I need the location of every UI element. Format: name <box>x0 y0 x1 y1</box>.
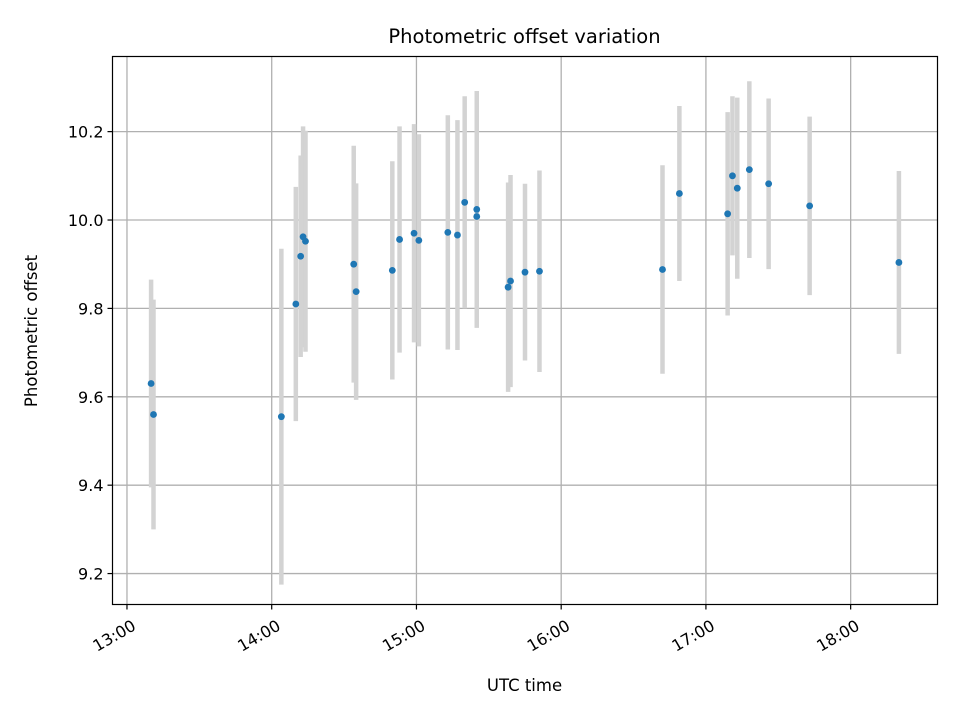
y-tick-label: 10.0 <box>68 211 104 230</box>
data-point <box>396 236 403 243</box>
data-point <box>352 288 360 296</box>
y-axis-label: Photometric offset <box>22 254 41 407</box>
data-point <box>302 237 309 245</box>
data-point <box>461 198 469 206</box>
y-tick-label: 10.2 <box>68 123 104 142</box>
data-point <box>350 260 358 268</box>
data-point <box>444 228 452 236</box>
y-tick-label: 9.8 <box>78 299 103 318</box>
data-point <box>659 266 666 273</box>
data-point <box>410 229 418 237</box>
data-point <box>277 413 285 421</box>
data-point <box>895 259 903 266</box>
data-point <box>765 180 773 188</box>
data-point <box>150 411 157 418</box>
y-tick-label: 9.2 <box>78 565 103 584</box>
data-point <box>521 268 529 276</box>
x-axis-label: UTC time <box>487 676 562 695</box>
data-point <box>388 266 396 274</box>
data-point <box>297 252 305 260</box>
data-point <box>806 202 814 210</box>
data-point <box>415 236 423 244</box>
data-point <box>745 166 753 174</box>
data-point <box>724 210 732 218</box>
data-point <box>675 190 683 197</box>
y-tick-label: 9.4 <box>78 476 103 495</box>
data-point <box>729 172 736 180</box>
plot-frame <box>111 55 939 606</box>
data-points <box>147 166 903 421</box>
data-point <box>292 300 300 308</box>
data-point <box>147 380 155 387</box>
data-point <box>507 277 514 285</box>
data-point <box>504 283 512 291</box>
data-point <box>733 184 741 192</box>
grid-lines <box>112 56 938 605</box>
y-tick-label: 9.6 <box>78 388 103 407</box>
chart-title: Photometric offset variation <box>388 25 660 48</box>
data-point <box>536 267 543 275</box>
data-point <box>473 213 481 220</box>
data-point <box>454 231 461 239</box>
data-point <box>473 206 481 213</box>
